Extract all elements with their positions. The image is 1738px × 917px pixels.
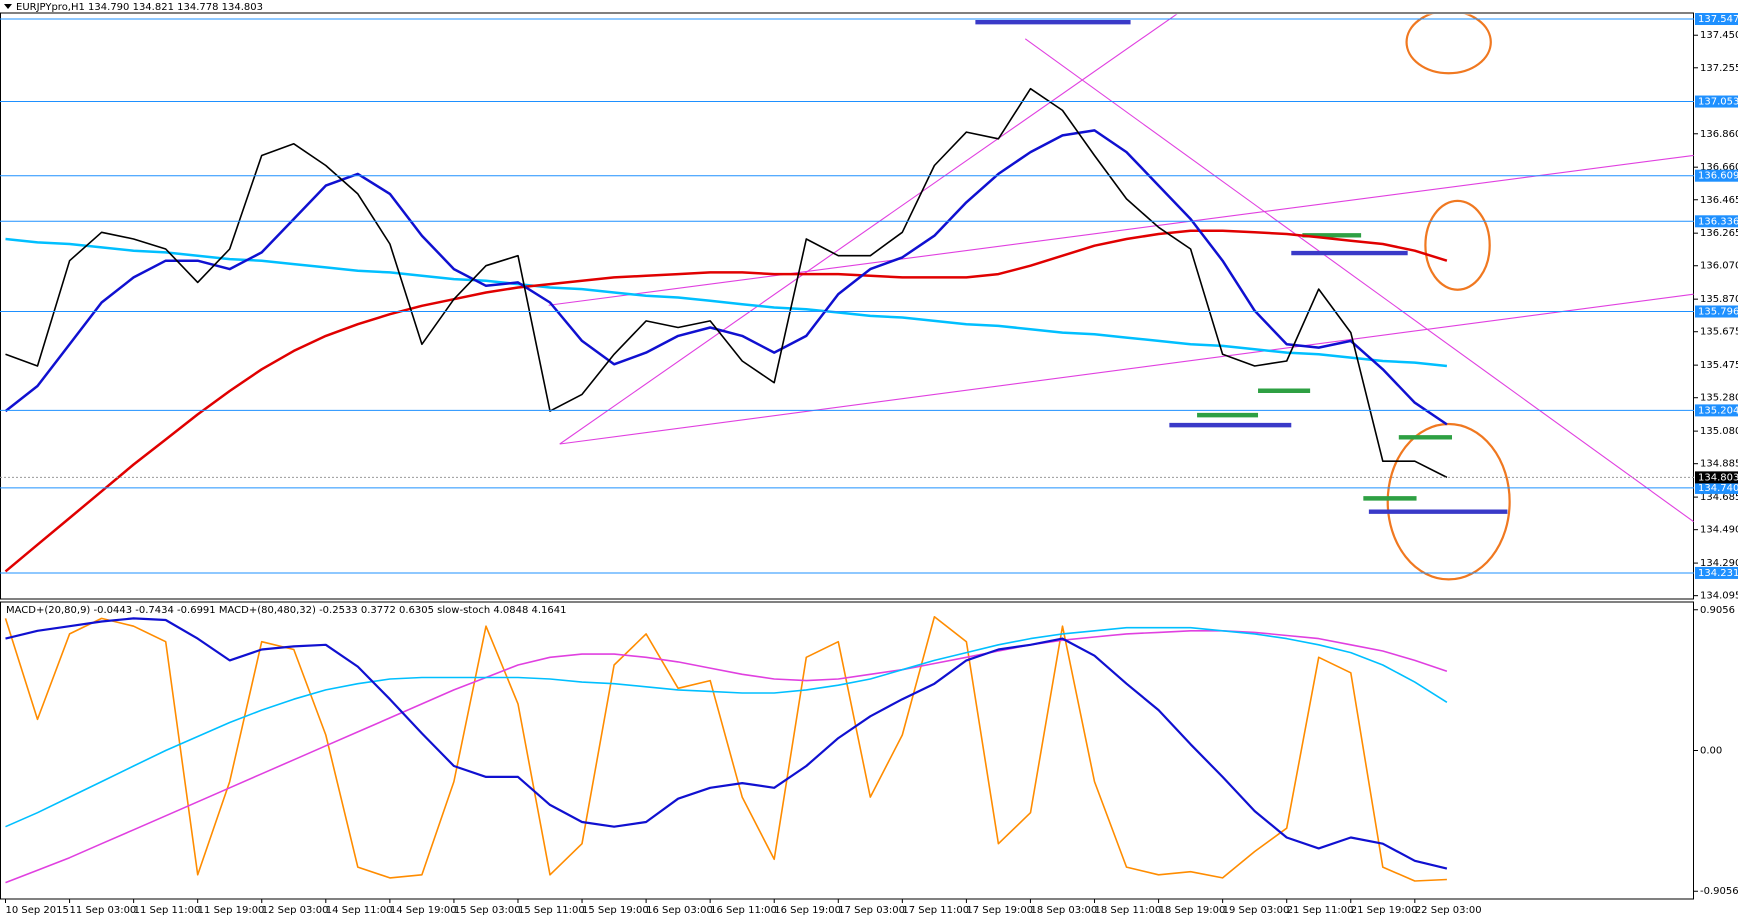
- x-tick-label: 16 Sep 19:00: [774, 905, 841, 916]
- level-label: 136.609: [1698, 171, 1738, 182]
- last-price-box: [1695, 471, 1738, 484]
- x-tick-label: 16 Sep 11:00: [710, 905, 777, 916]
- series-line: [4, 229, 1448, 573]
- x-tick-label: 21 Sep 19:00: [1351, 905, 1418, 916]
- y-tick-label: 134.290: [1700, 558, 1738, 569]
- menu-arrow: [4, 4, 12, 9]
- y-tick-label: 0.9056: [1700, 605, 1735, 616]
- trendline: [559, 293, 1694, 445]
- indicator-panel-frame: [0, 601, 1694, 900]
- level-label-box: [1695, 404, 1738, 417]
- level-label: 136.336: [1698, 216, 1738, 227]
- highlight-ellipse: [1386, 422, 1511, 581]
- y-tick-label: 135.870: [1700, 294, 1738, 305]
- x-tick-label: 14 Sep 11:00: [326, 905, 393, 916]
- x-tick-label: 18 Sep 19:00: [1159, 905, 1226, 916]
- x-tick-label: 22 Sep 03:00: [1415, 905, 1482, 916]
- series-line: [5, 626, 1448, 828]
- last-price-label: 134.803: [1698, 472, 1738, 483]
- y-tick-label: 134.095: [1700, 591, 1738, 602]
- y-tick-label: 134.685: [1700, 492, 1738, 503]
- x-tick-label: 17 Sep 03:00: [838, 905, 905, 916]
- x-tick-label: 14 Sep 19:00: [390, 905, 457, 916]
- series-line: [5, 630, 1448, 884]
- series-line: [4, 616, 1447, 882]
- level-label: 134.740: [1698, 483, 1738, 494]
- level-label: 135.796: [1698, 307, 1738, 318]
- level-label: 135.204: [1698, 405, 1738, 416]
- y-tick-label: 136.660: [1700, 162, 1738, 173]
- drawings: [548, 14, 1694, 581]
- y-tick-label: 136.265: [1700, 228, 1738, 239]
- highlight-ellipse: [1424, 199, 1491, 291]
- level-label-box: [1695, 13, 1738, 26]
- y-tick-label: 136.860: [1700, 129, 1738, 140]
- y-tick-label: 136.465: [1700, 195, 1738, 206]
- x-tick-label: 15 Sep 11:00: [518, 905, 585, 916]
- level-label: 137.547: [1698, 14, 1738, 25]
- trendline: [1024, 38, 1694, 523]
- y-tick-label: 135.280: [1700, 393, 1738, 404]
- level-label-box: [1695, 169, 1738, 182]
- x-tick-label: 18 Sep 11:00: [1095, 905, 1162, 916]
- level-label-box: [1695, 305, 1738, 318]
- series-line: [4, 129, 1448, 426]
- y-tick-label: 137.450: [1700, 30, 1738, 41]
- level-label-box: [1695, 566, 1738, 579]
- x-tick-label: 17 Sep 19:00: [966, 905, 1033, 916]
- level-label: 134.231: [1698, 568, 1738, 579]
- x-tick-label: 21 Sep 11:00: [1287, 905, 1354, 916]
- x-tick-label: 19 Sep 03:00: [1223, 905, 1290, 916]
- y-tick-label: -0.9056: [1700, 886, 1738, 897]
- highlight-ellipse: [1405, 14, 1492, 75]
- level-label-box: [1695, 215, 1738, 228]
- y-tick-label: 135.475: [1700, 360, 1738, 371]
- x-tick-label: 15 Sep 19:00: [582, 905, 649, 916]
- x-tick-label: 11 Sep 03:00: [70, 905, 137, 916]
- y-tick-label: 136.070: [1700, 261, 1738, 272]
- y-tick-label: 134.490: [1700, 525, 1738, 536]
- series-line: [5, 617, 1448, 870]
- y-tick-label: 135.675: [1700, 327, 1738, 338]
- level-label-box: [1695, 481, 1738, 494]
- level-marks: [975, 19, 1508, 514]
- x-tick-label: 11 Sep 11:00: [134, 905, 201, 916]
- indicator-title: MACD+(20,80,9) -0.0443 -0.7434 -0.6991 M…: [6, 605, 567, 616]
- trendline: [559, 14, 1178, 445]
- trendline: [548, 154, 1694, 306]
- price-plot: [4, 87, 1448, 573]
- price-panel-frame: [0, 12, 1694, 600]
- x-tick-label: 15 Sep 03:00: [454, 905, 521, 916]
- chart-title: EURJPYpro,H1 134.790 134.821 134.778 134…: [16, 2, 263, 13]
- series-line: [5, 87, 1448, 479]
- y-tick-label: 135.080: [1700, 426, 1738, 437]
- x-tick-label: 16 Sep 03:00: [646, 905, 713, 916]
- level-label: 137.053: [1698, 97, 1738, 108]
- x-tick-label: 10 Sep 2015: [6, 905, 69, 916]
- x-tick-label: 11 Sep 19:00: [198, 905, 265, 916]
- y-tick-label: 0.00: [1700, 746, 1722, 757]
- x-tick-label: 12 Sep 03:00: [262, 905, 329, 916]
- y-tick-label: 134.885: [1700, 459, 1738, 470]
- y-tick-label: 137.255: [1700, 63, 1738, 74]
- level-marks: [1197, 233, 1453, 501]
- x-tick-label: 18 Sep 03:00: [1030, 905, 1097, 916]
- level-label-box: [1695, 95, 1738, 108]
- x-tick-label: 17 Sep 11:00: [902, 905, 969, 916]
